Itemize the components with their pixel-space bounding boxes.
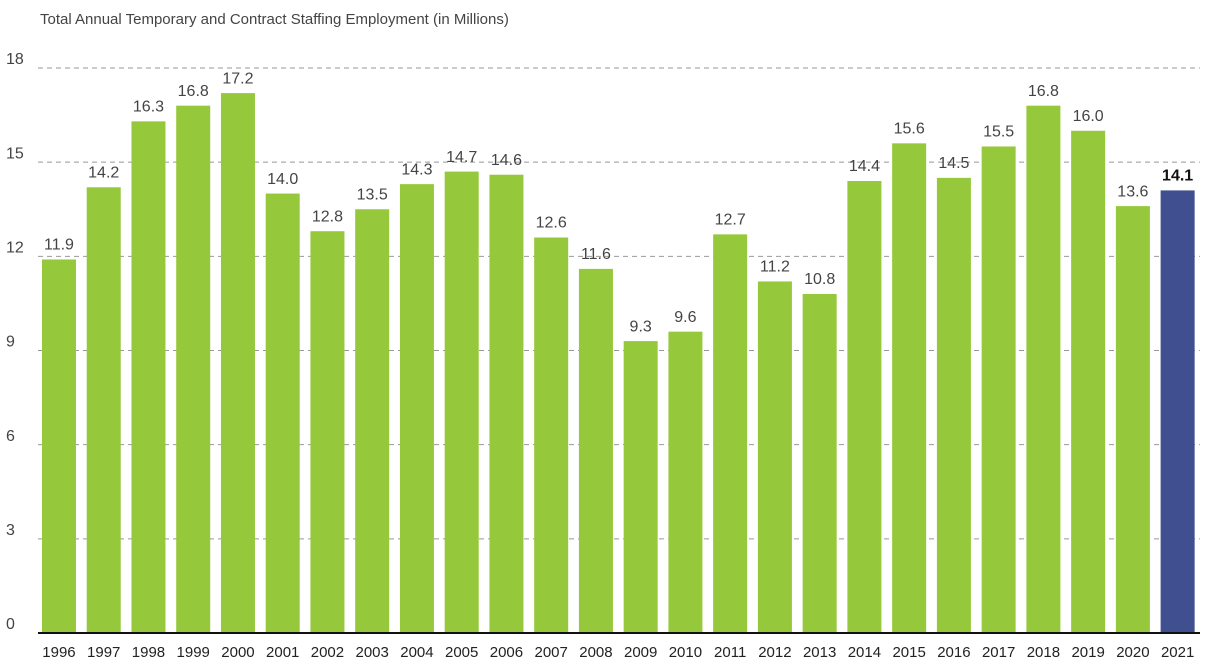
chart-title: Total Annual Temporary and Contract Staf… xyxy=(40,11,509,28)
bar xyxy=(444,171,479,634)
x-tick-label: 2019 xyxy=(1071,644,1104,661)
x-tick-label: 2000 xyxy=(221,644,254,661)
value-label: 16.8 xyxy=(1028,83,1059,100)
value-label: 9.3 xyxy=(630,318,652,335)
bar xyxy=(578,268,613,633)
x-tick-label: 2018 xyxy=(1027,644,1060,661)
x-tick-label: 2017 xyxy=(982,644,1015,661)
x-tick-label: 2016 xyxy=(937,644,970,661)
value-label: 12.6 xyxy=(536,215,567,232)
bar xyxy=(265,193,300,634)
value-label: 14.7 xyxy=(446,149,477,166)
x-tick-label: 2007 xyxy=(534,644,567,661)
x-tick-label: 2011 xyxy=(714,644,746,661)
bar xyxy=(355,209,390,633)
value-label: 13.6 xyxy=(1117,183,1148,200)
x-tick-label: 2013 xyxy=(803,644,836,661)
value-label: 11.6 xyxy=(581,246,611,263)
value-label: 14.3 xyxy=(401,161,432,178)
y-tick-label: 18 xyxy=(6,51,24,68)
value-label: 16.8 xyxy=(178,83,209,100)
bar xyxy=(936,177,971,633)
x-tick-label: 2012 xyxy=(758,644,791,661)
x-tick-label: 2002 xyxy=(311,644,344,661)
x-tick-label: 2001 xyxy=(266,644,299,661)
bar xyxy=(757,281,792,633)
x-tick-label: 2020 xyxy=(1116,644,1149,661)
bar xyxy=(176,105,211,633)
value-label: 12.8 xyxy=(312,208,343,225)
x-tick-label: 1999 xyxy=(177,644,210,661)
x-tick-label: 2008 xyxy=(579,644,612,661)
bar xyxy=(1071,130,1106,633)
value-label: 12.7 xyxy=(715,212,746,229)
bar xyxy=(534,237,569,633)
x-tick-label: 2010 xyxy=(669,644,702,661)
x-tick-label: 2021 xyxy=(1161,644,1194,661)
x-tick-label: 2009 xyxy=(624,644,657,661)
value-label: 16.3 xyxy=(133,99,164,116)
bar xyxy=(802,294,837,633)
value-label: 14.5 xyxy=(938,155,969,172)
y-tick-label: 12 xyxy=(6,240,24,257)
x-tick-label: 2015 xyxy=(892,644,925,661)
bar xyxy=(1115,206,1150,633)
y-tick-label: 0 xyxy=(6,616,15,633)
y-tick-label: 15 xyxy=(6,145,24,162)
bar xyxy=(86,187,121,633)
bar xyxy=(623,341,658,633)
value-label: 14.6 xyxy=(491,152,522,169)
value-label: 16.0 xyxy=(1073,108,1104,125)
value-label: 14.0 xyxy=(267,171,298,188)
bar xyxy=(713,234,748,633)
bar xyxy=(668,331,703,633)
value-label: 11.9 xyxy=(44,237,74,254)
y-tick-label: 9 xyxy=(6,334,15,351)
value-label: 15.6 xyxy=(894,121,925,138)
value-label: 10.8 xyxy=(804,271,835,288)
x-tick-label: 2004 xyxy=(400,644,433,661)
value-label: 14.2 xyxy=(88,164,119,181)
value-label: 11.2 xyxy=(760,259,790,276)
x-tick-label: 1997 xyxy=(87,644,120,661)
y-tick-label: 3 xyxy=(6,522,15,539)
bar xyxy=(1160,190,1195,633)
value-label: 9.6 xyxy=(674,309,696,326)
bar xyxy=(981,146,1016,633)
x-tick-label: 2003 xyxy=(356,644,389,661)
x-tick-label: 2006 xyxy=(490,644,523,661)
bar xyxy=(310,231,345,633)
value-label: 15.5 xyxy=(983,124,1014,141)
value-label: 13.5 xyxy=(357,186,388,203)
bar xyxy=(847,181,882,633)
x-tick-label: 2005 xyxy=(445,644,478,661)
value-label: 17.2 xyxy=(222,70,253,87)
x-tick-label: 2014 xyxy=(848,644,881,661)
x-tick-label: 1996 xyxy=(42,644,75,661)
value-label: 14.4 xyxy=(849,158,880,175)
bar xyxy=(220,93,255,634)
bar xyxy=(489,174,524,633)
x-tick-label: 1998 xyxy=(132,644,165,661)
bar xyxy=(399,184,434,633)
bar xyxy=(892,143,927,634)
bar xyxy=(131,121,166,633)
bar xyxy=(41,259,76,633)
bar xyxy=(1026,105,1061,633)
y-tick-label: 6 xyxy=(6,428,15,445)
value-label: 14.1 xyxy=(1162,168,1193,185)
